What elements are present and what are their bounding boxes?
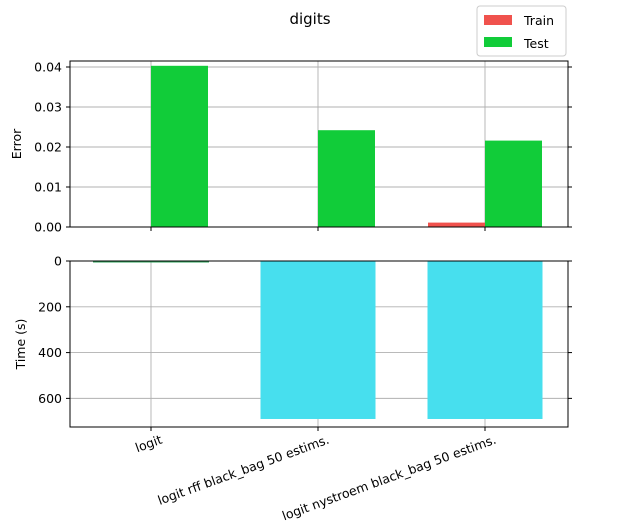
- category-label: logit rff black_bag 50 estims.: [156, 432, 331, 508]
- error-ytick-label: 0.03: [34, 100, 62, 115]
- legend-label-test: Test: [523, 36, 549, 51]
- time-ytick-label: 0: [54, 254, 62, 269]
- time-ytick-label: 600: [38, 391, 62, 406]
- legend-label-train: Train: [523, 13, 554, 28]
- chart-title: digits: [289, 10, 330, 28]
- error-bar-train: [428, 222, 485, 227]
- time-ticks: 0 200 400 600: [38, 254, 572, 431]
- time-bar: [260, 261, 376, 419]
- error-ytick-label: 0.00: [34, 220, 62, 235]
- legend-swatch-test: [484, 37, 512, 47]
- legend: Train Test: [476, 5, 567, 57]
- time-axes-frame: [69, 260, 569, 428]
- error-bar-test: [485, 140, 542, 227]
- time-ytick-label: 400: [38, 345, 62, 360]
- error-axes-frame: [69, 60, 569, 228]
- error-ytick-label: 0.04: [34, 60, 62, 75]
- category-label: logit: [133, 432, 164, 456]
- time-ylabel: Time (s): [13, 319, 28, 371]
- legend-swatch-train: [484, 15, 512, 25]
- error-ytick-label: 0.02: [34, 140, 62, 155]
- error-ticks: 0.00 0.01 0.02 0.03 0.04: [34, 60, 572, 235]
- error-bar-test: [151, 65, 208, 227]
- error-bars: [151, 65, 542, 227]
- error-ylabel: Error: [9, 128, 24, 159]
- error-ytick-label: 0.01: [34, 180, 62, 195]
- time-bars: [93, 260, 543, 419]
- time-bar: [427, 261, 543, 419]
- time-panel: 0 200 400 600 Time (s): [13, 254, 572, 431]
- error-bar-test: [318, 130, 375, 227]
- error-panel: 0.00 0.01 0.02 0.03 0.04 Error: [9, 60, 572, 235]
- time-ytick-label: 200: [38, 299, 62, 314]
